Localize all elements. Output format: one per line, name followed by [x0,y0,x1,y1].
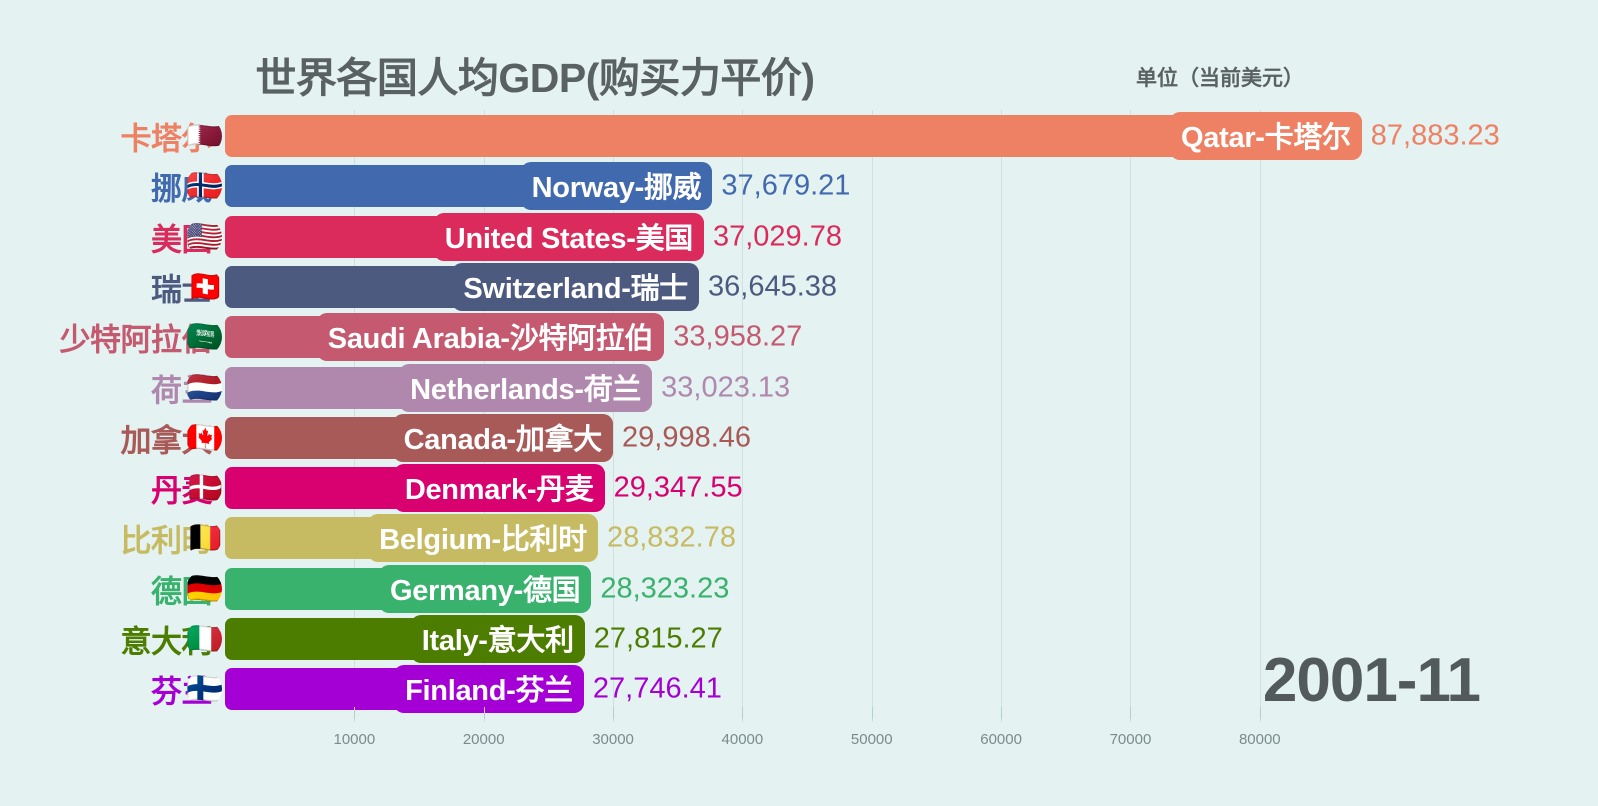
bar-series-label: Italy-意大利 [410,615,585,663]
bar-row[interactable]: 加拿大 🇨🇦 Canada-加拿大 29,998.46 [0,413,1598,462]
country-name-label: 丹麦 [151,473,213,509]
date-display: 2001-11 [1262,646,1481,715]
country-name-label: 美国 [151,222,213,258]
country-flag-icon: 🇨🇭 [186,268,222,304]
country-name-label: 瑞士 [151,272,213,308]
bar-series-label: Saudi Arabia-沙特阿拉伯 [316,313,665,362]
axis-tick-label: 50000 [850,731,893,748]
bar-series-label: Switzerland-瑞士 [452,262,699,311]
bar-series-label: Qatar-卡塔尔 [1170,112,1362,160]
axis-tick-label: 30000 [592,731,634,748]
bar-value-label: 29,347.55 [613,471,743,504]
country-name-label: 芬兰 [151,674,213,710]
axis-tick-mark [613,707,615,719]
country-name-label: 少特阿拉伯 [59,322,213,358]
axis-tick-label: 60000 [980,731,1022,748]
bar-value-label: 37,029.78 [712,220,842,253]
axis-tick-mark [1259,707,1261,719]
axis-tick-mark [354,707,356,719]
axis-tick-mark [1130,707,1132,719]
country-name-label: 加拿大 [120,423,213,459]
bar-value-label: 28,832.78 [606,521,736,554]
bar-value-label: 87,883.23 [1370,119,1500,152]
bar-row[interactable]: 意大利 🇮🇹 Italy-意大利 27,815.27 [0,615,1598,663]
bar-row[interactable]: 丹麦 🇩🇰 Denmark-丹麦 29,347.55 [0,464,1598,513]
country-flag-icon: 🇩🇰 [186,470,222,506]
country-name-label: 荷兰 [151,373,213,408]
bar-series-label: Finland-芬兰 [394,665,584,714]
country-name-label: 意大利 [120,624,213,660]
country-name-label: 卡塔尔 [120,121,213,157]
country-name-label: 比利时 [120,523,213,559]
x-axis: 10000 20000 30000 40000 50000 60000 70000 80000 [0,707,1598,765]
country-flag-icon: 🇫🇮 [186,671,222,707]
country-flag-icon: 🇧🇪 [186,520,222,556]
country-flag-icon: 🇩🇪 [186,570,222,606]
bar-series-label: Belgium-比利时 [368,514,598,563]
bar-value-label: 29,998.46 [622,421,752,454]
bar-series-label: Netherlands-荷兰 [399,363,653,412]
bar-chart-plot-area: 卡塔尔 🇶🇦 Qatar-卡塔尔 87,883.23 挪威 🇳🇴 Norway-挪威 37,6… [0,110,1598,725]
bar-row[interactable]: 德国 🇩🇪 Germany-德国 28,323.23 [0,564,1598,613]
bar-row[interactable]: 瑞士 🇨🇭 Switzerland-瑞士 36,645.38 [0,262,1598,311]
bar-series-label: Canada-加拿大 [392,413,614,462]
axis-tick-mark [1001,707,1003,719]
bar-series-label: Germany-德国 [378,564,592,613]
bar-value-label: 27,815.27 [593,622,723,655]
bar-series-label: United States-美国 [433,212,704,261]
bar-value-label: 28,323.23 [600,572,730,605]
axis-tick-label: 70000 [1109,731,1152,748]
bar-row[interactable]: 少特阿拉伯 🇸🇦 Saudi Arabia-沙特阿拉伯 33,958.27 [0,313,1598,362]
axis-tick-mark [483,707,485,719]
unit-label: 单位（当前美元） [1136,67,1304,90]
bar-row[interactable]: 比利时 🇧🇪 Belgium-比利时 28,832.78 [0,514,1598,563]
bar-row[interactable]: 美国 🇺🇸 United States-美国 37,029.78 [0,212,1598,261]
bar-value-label: 33,023.13 [661,371,791,403]
axis-tick-label: 10000 [333,731,376,748]
bar-series-label: Denmark-丹麦 [393,464,605,513]
country-flag-icon: 🇺🇸 [186,218,222,254]
axis-tick-mark [742,707,744,719]
page-title: 世界各国人均GDP(购买力平价) [255,55,815,101]
axis-tick-label: 80000 [1238,731,1281,748]
axis-tick-label: 40000 [721,731,764,748]
bar-row[interactable]: 荷兰 🇳🇱 Netherlands-荷兰 33,023.13 [0,363,1598,412]
bar-value-label: 27,746.41 [592,672,722,705]
axis-tick-label: 20000 [462,731,505,748]
country-flag-icon: 🇮🇹 [186,621,222,656]
bar-row[interactable]: 挪威 🇳🇴 Norway-挪威 37,679.21 [0,162,1598,211]
country-flag-icon: 🇨🇦 [186,419,222,455]
country-flag-icon: 🇶🇦 [186,118,222,153]
country-name-label: 德国 [151,574,213,610]
bar-value-label: 33,958.27 [673,320,803,353]
axis-tick-mark [871,707,873,719]
bar-value-label: 37,679.21 [721,169,851,202]
bar-row[interactable]: 卡塔尔 🇶🇦 Qatar-卡塔尔 87,883.23 [0,112,1598,160]
country-flag-icon: 🇸🇦 [186,319,222,355]
country-name-label: 挪威 [151,171,213,207]
bar-value-label: 36,645.38 [708,270,838,303]
country-flag-icon: 🇳🇴 [186,168,222,204]
country-flag-icon: 🇳🇱 [186,369,222,405]
bar-row[interactable]: 芬兰 🇫🇮 Finland-芬兰 27,746.41 [0,665,1598,714]
bar-series-label: Norway-挪威 [520,162,713,211]
